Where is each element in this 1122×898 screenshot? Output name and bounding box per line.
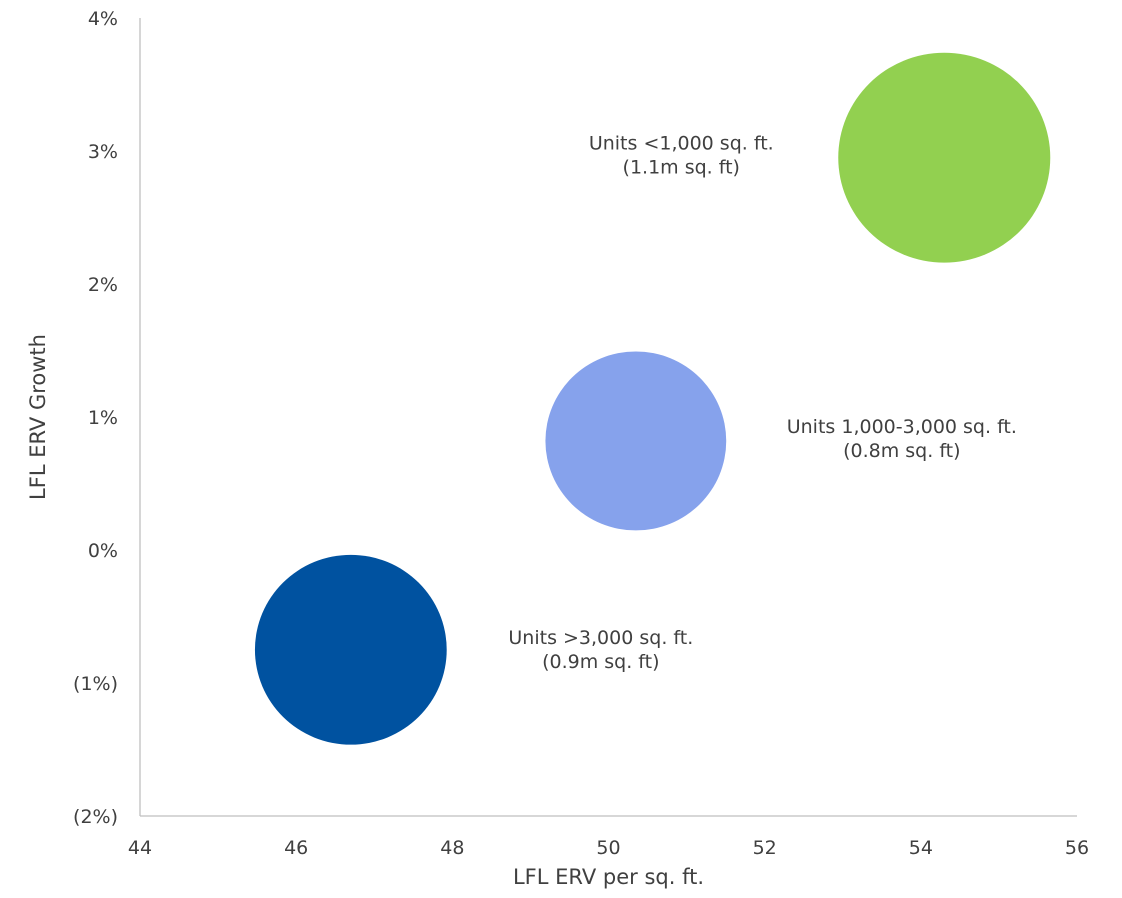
bubble [545, 351, 727, 531]
x-axis-title: LFL ERV per sq. ft. [513, 865, 704, 889]
bubble-label: (0.9m sq. ft) [542, 651, 659, 673]
y-tick-label: 0% [88, 540, 118, 562]
bubble-label: Units >3,000 sq. ft. [508, 627, 693, 649]
bubble-label: Units 1,000-3,000 sq. ft. [787, 416, 1017, 438]
x-tick-label: 44 [128, 837, 152, 859]
bubble-label: Units <1,000 sq. ft. [589, 133, 774, 155]
bubbles [254, 52, 1051, 745]
y-tick-label: (1%) [73, 673, 118, 695]
y-axis-title: LFL ERV Growth [26, 334, 50, 500]
y-tick-label: 1% [88, 407, 118, 429]
x-tick-label: 48 [440, 837, 464, 859]
x-tick-label: 46 [284, 837, 308, 859]
bubble-label: (1.1m sq. ft) [623, 157, 740, 179]
x-tick-label: 56 [1065, 837, 1089, 859]
y-tick-label: 4% [88, 8, 118, 30]
bubble [838, 52, 1051, 263]
x-tick-label: 54 [909, 837, 933, 859]
axes [139, 18, 1077, 817]
bubble-labels: Units <1,000 sq. ft.(1.1m sq. ft) Units 1… [508, 133, 1017, 673]
y-tick-label: 2% [88, 274, 118, 296]
x-tick-label: 52 [753, 837, 777, 859]
y-tick-label: (2%) [73, 806, 118, 828]
x-tick-label: 50 [596, 837, 620, 859]
bubble [254, 554, 447, 745]
bubble-label: (0.8m sq. ft) [843, 440, 960, 462]
y-tick-label: 3% [88, 141, 118, 163]
x-tick-labels: 44 46 48 50 52 54 56 [128, 837, 1089, 859]
y-tick-labels: 4% 3% 2% 1% 0% (1%) (2%) [73, 8, 118, 828]
